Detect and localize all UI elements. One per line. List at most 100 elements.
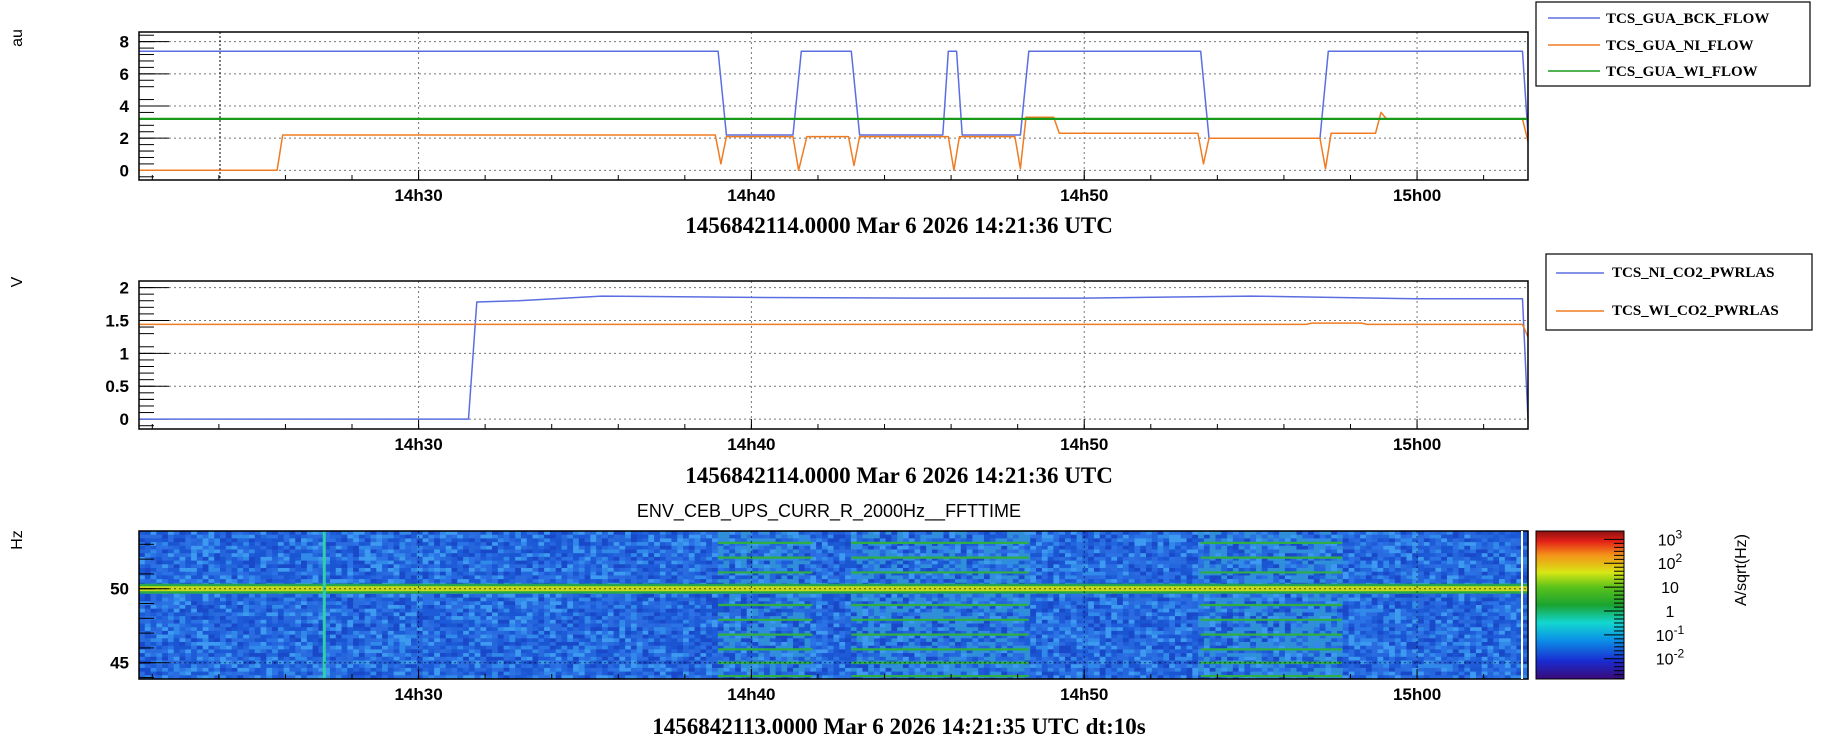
spectrogram-cell <box>787 597 794 602</box>
spectrogram-cell <box>260 645 267 650</box>
spectrogram-cell <box>497 664 505 669</box>
spectrogram-cell <box>196 564 204 569</box>
spectrogram-cell <box>214 568 221 573</box>
spectrogram-cell <box>272 538 279 543</box>
spectrogram-cell <box>179 656 186 662</box>
spectrogram-cell <box>683 623 690 628</box>
spectrogram-cell <box>717 656 725 662</box>
spectrogram-cell <box>463 645 470 650</box>
spectrogram-cell <box>578 531 586 536</box>
spectrogram-cell <box>590 627 597 632</box>
spectrogram-cell <box>185 660 192 665</box>
spectrogram-cell <box>740 612 748 617</box>
spectrogram-cell <box>289 545 296 551</box>
spectrogram-cell <box>439 653 447 658</box>
spectrogram-cell <box>544 616 551 621</box>
spectrogram-cell <box>833 531 840 536</box>
spectrogram-cell <box>509 675 516 680</box>
spectrogram-cell <box>387 660 395 665</box>
spectrogram-cell <box>144 664 152 669</box>
spectrogram-cell <box>162 575 169 580</box>
spectrogram-cell <box>711 531 719 536</box>
spectrogram-cell <box>723 545 730 551</box>
spectrogram-cell <box>358 608 366 613</box>
spectrogram-cell <box>468 642 476 647</box>
spectrogram-cell <box>167 531 175 536</box>
spectrogram-cell <box>532 619 539 625</box>
spectrogram-cell <box>688 601 696 606</box>
spectrogram-cell <box>706 627 713 632</box>
spectrogram-cell <box>758 653 765 658</box>
spectrogram-cell <box>630 656 638 662</box>
spectrogram-cell <box>387 556 395 562</box>
spectrogram-cell <box>156 616 163 621</box>
spectrogram-cell <box>683 675 690 680</box>
spectrogram-cell <box>393 612 401 617</box>
spectrogram-cell <box>567 534 574 539</box>
spectrogram-cell <box>370 556 377 562</box>
spectrogram-cell <box>150 597 157 602</box>
spectrogram-cell <box>480 627 487 632</box>
spectrogram-cell <box>636 630 644 636</box>
spectrogram-cell <box>792 593 800 599</box>
spectrogram-cell <box>711 545 719 551</box>
spectrogram-cell <box>526 630 534 636</box>
spectrogram-cell <box>665 556 673 562</box>
spectrogram-cell <box>792 653 800 658</box>
spectrogram-cell <box>700 531 707 536</box>
spectrogram-cell <box>289 564 296 569</box>
spectrogram-cell <box>295 531 302 536</box>
spectrogram-cell <box>139 597 146 602</box>
spectrogram-cell <box>792 619 800 625</box>
spectrogram-cell <box>277 667 285 673</box>
spectrogram-cell <box>266 634 273 639</box>
spectrogram-cell <box>301 638 308 643</box>
spectrogram-cell <box>387 671 395 676</box>
spectrogram-cell <box>584 653 592 658</box>
spectrogram-cell <box>260 568 267 573</box>
spectrogram-cell <box>636 593 644 599</box>
spectrogram-cell <box>231 545 238 551</box>
spectrogram-cell <box>752 642 759 647</box>
spectrogram-cell <box>225 630 233 636</box>
spectrogram-cell <box>706 605 713 610</box>
spectrogram-cell <box>422 560 429 565</box>
spectrogram-cell <box>764 538 771 543</box>
spectrogram-cell <box>214 560 221 565</box>
spectrogram-cell <box>526 616 534 621</box>
spectrogram-cell <box>567 638 574 643</box>
spectrogram-cell <box>434 623 441 628</box>
spectrogram-cell <box>167 549 175 554</box>
spectrogram-cell <box>549 634 557 639</box>
spectrogram-cell <box>694 630 701 636</box>
spectrogram-cell <box>463 556 470 562</box>
spectrogram-cell <box>474 619 482 625</box>
spectrogram-cell <box>752 623 759 628</box>
spectrogram-cell <box>578 560 586 565</box>
spectrogram-cell <box>295 593 302 599</box>
spectrogram-cell <box>787 575 794 580</box>
spectrogram-y-axis-label: Hz <box>9 530 26 550</box>
spectrogram-cell <box>642 664 649 669</box>
spectrogram-cell <box>804 645 811 650</box>
spectrogram-cell <box>758 549 765 554</box>
spectrogram-cell <box>717 531 725 536</box>
spectrogram-cell <box>798 545 806 551</box>
spectrogram-cell <box>700 545 707 551</box>
spectrogram-cell <box>428 575 435 580</box>
spectrogram-cell <box>428 568 435 573</box>
spectrogram-cell <box>590 623 597 628</box>
spectrogram-cell <box>214 623 221 628</box>
spectrogram-cell <box>642 627 649 632</box>
spectrogram-cell <box>225 653 233 658</box>
spectrogram-cell <box>827 579 835 584</box>
spectrogram-cell <box>590 630 597 636</box>
spectrogram-cell <box>694 568 701 573</box>
spectrogram-cell <box>399 619 406 625</box>
spectrogram-cell <box>202 545 210 551</box>
spectrogram-cell <box>613 597 620 602</box>
spectrogram-cell <box>266 597 273 602</box>
spectrogram-cell <box>416 542 424 547</box>
spectrogram-cell <box>590 542 597 547</box>
spectrogram-cell <box>787 556 794 562</box>
